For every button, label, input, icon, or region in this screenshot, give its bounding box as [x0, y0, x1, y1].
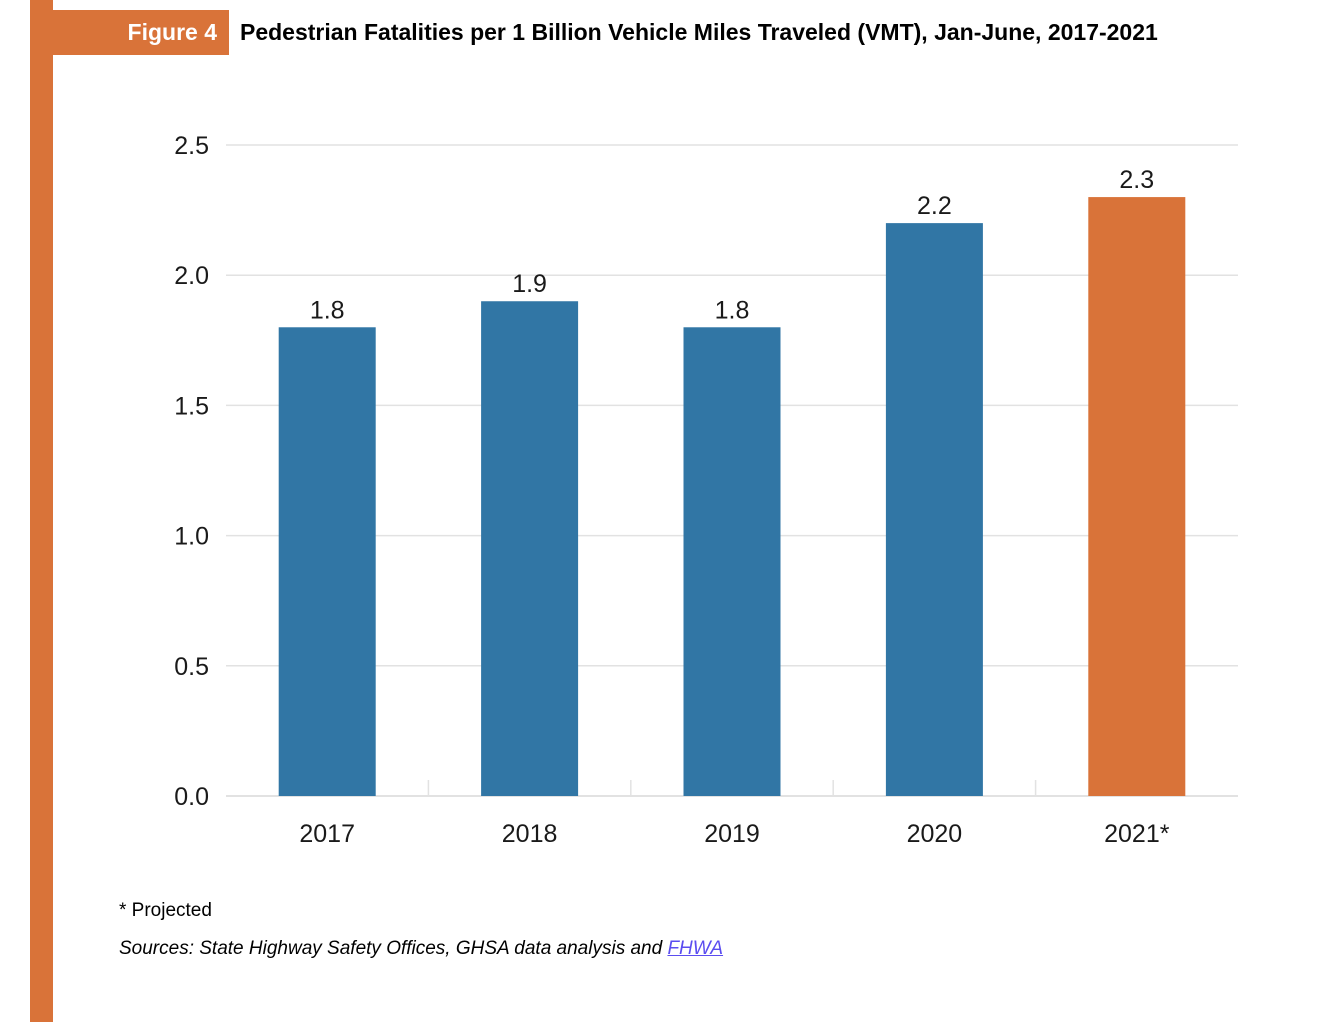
bar-2018	[481, 301, 579, 796]
footnote-projected: * Projected	[119, 900, 212, 921]
bar-2019	[683, 327, 781, 796]
x-tick-label: 2021*	[1104, 820, 1170, 848]
bar-2021-projected	[1088, 197, 1186, 796]
x-tick-label: 2018	[502, 820, 558, 848]
sources-note: Sources: State Highway Safety Offices, G…	[119, 938, 723, 960]
bar-2017	[278, 327, 376, 796]
accent-sidebar-bar	[30, 0, 53, 1022]
data-label: 1.8	[715, 296, 750, 324]
x-tick-label: 2019	[704, 820, 760, 848]
x-tick-label: 2017	[299, 820, 355, 848]
y-tick-label: 2.5	[174, 132, 209, 160]
bar-2020	[885, 223, 983, 796]
data-label: 1.8	[310, 296, 345, 324]
sources-text: Sources: State Highway Safety Offices, G…	[119, 938, 668, 959]
data-label: 2.2	[917, 192, 952, 220]
fhwa-link[interactable]: FHWA	[667, 938, 724, 959]
x-tick-label: 2020	[907, 820, 963, 848]
y-tick-label: 2.0	[174, 262, 209, 290]
chart-title: Pedestrian Fatalities per 1 Billion Vehi…	[240, 19, 1158, 45]
data-label: 1.9	[512, 270, 547, 298]
figure-label: Figure 4	[53, 10, 229, 55]
y-tick-label: 1.0	[174, 523, 209, 551]
data-label: 2.3	[1119, 166, 1154, 194]
y-tick-label: 0.0	[174, 783, 209, 811]
y-tick-label: 1.5	[174, 392, 209, 420]
y-tick-label: 0.5	[174, 653, 209, 681]
